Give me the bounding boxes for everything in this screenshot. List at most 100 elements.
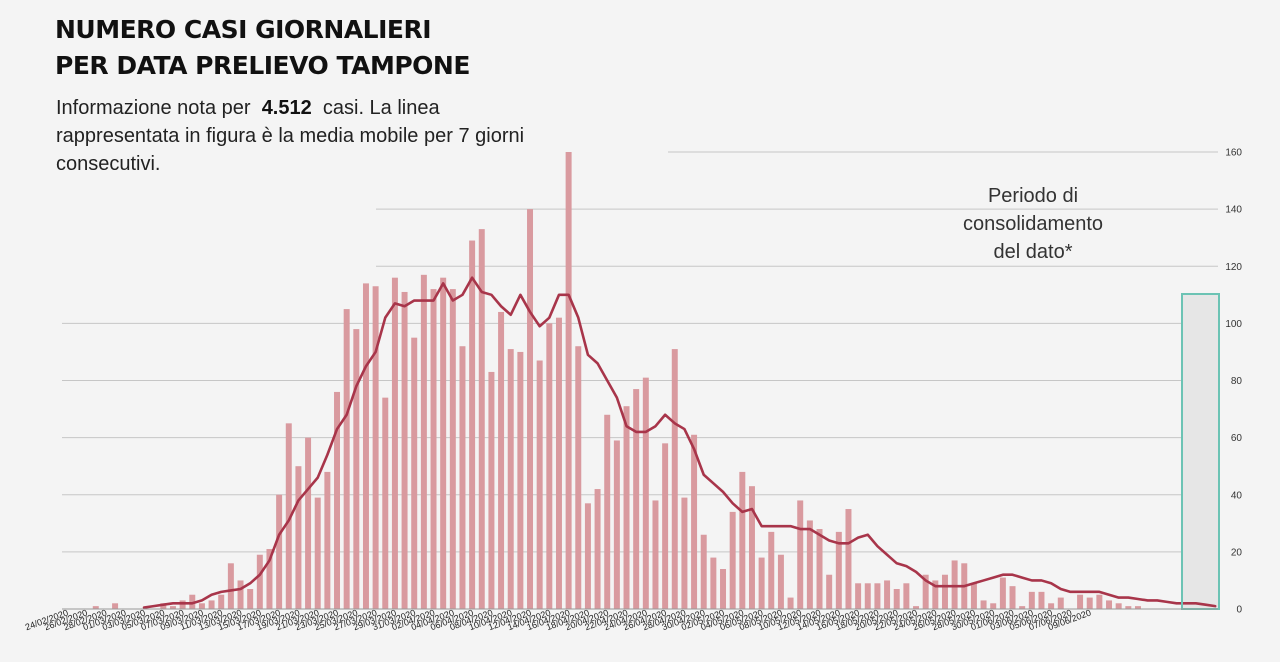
bar	[256, 554, 263, 609]
subtitle-before: Informazione nota per	[56, 97, 251, 119]
subtitle-case-count: 4.512	[261, 97, 312, 119]
bar	[729, 511, 736, 609]
bar	[922, 574, 929, 609]
consolidation-line-2: consolidamento	[962, 213, 1104, 235]
bar	[295, 466, 302, 609]
bar	[662, 443, 669, 609]
x-tick-labels: 24/02/202026/02/202028/02/202001/03/2020…	[24, 607, 1093, 632]
y-tick-label: 60	[1231, 433, 1243, 444]
y-tick-label: 80	[1231, 376, 1243, 387]
bar	[671, 349, 678, 609]
bar	[160, 603, 167, 609]
bar	[893, 589, 900, 609]
y-tick-label: 120	[1225, 262, 1242, 273]
bar	[951, 560, 958, 609]
bar	[285, 423, 292, 609]
bar	[546, 323, 553, 610]
bar	[459, 346, 466, 609]
bar	[382, 397, 389, 609]
bar	[1028, 591, 1035, 609]
subtitle-after: casi. La linea rappresentata in figura è…	[56, 97, 525, 175]
bar	[208, 600, 215, 609]
consolidation-annotation: Periodo di consolidamento del dato*	[948, 182, 1118, 266]
bar	[401, 291, 408, 609]
bar	[990, 603, 997, 609]
consolidation-line-1: Periodo di	[987, 185, 1079, 207]
bar	[324, 471, 331, 609]
bar	[623, 406, 630, 609]
bar	[112, 603, 119, 609]
bar	[314, 497, 321, 609]
bar	[469, 240, 476, 610]
bar	[691, 434, 698, 609]
bar	[334, 391, 341, 609]
y-tick-label: 0	[1236, 605, 1242, 616]
bar	[1019, 606, 1026, 609]
bar	[266, 549, 273, 609]
consolidation-line-3: del dato*	[993, 241, 1073, 263]
bar	[1125, 606, 1132, 609]
bar	[758, 557, 765, 609]
chart-subtitle: Informazione nota per 4.512 casi. La lin…	[56, 94, 526, 178]
bar	[739, 471, 746, 609]
bar	[1134, 606, 1141, 609]
bar	[1009, 586, 1016, 609]
bar	[720, 569, 727, 609]
bar	[613, 440, 620, 609]
bar	[797, 500, 804, 609]
bar	[604, 414, 611, 609]
bar	[362, 283, 369, 609]
bar	[816, 529, 823, 609]
bar	[980, 600, 987, 609]
bar	[449, 289, 456, 609]
bar	[237, 580, 244, 609]
bar	[642, 377, 649, 609]
bar	[536, 360, 543, 609]
bar	[498, 311, 505, 609]
bar	[941, 574, 948, 609]
bar	[1106, 600, 1113, 609]
bar	[353, 329, 360, 609]
bar	[343, 309, 350, 609]
bar	[488, 371, 495, 609]
bar	[507, 349, 514, 609]
bar	[420, 274, 427, 609]
bar	[555, 317, 562, 609]
bar	[594, 489, 601, 609]
bar	[305, 437, 312, 610]
bar	[169, 606, 176, 609]
bar	[1115, 603, 1122, 609]
bar	[806, 520, 813, 609]
bar	[227, 563, 234, 609]
bar	[777, 554, 784, 609]
bar	[1038, 591, 1045, 609]
bar	[565, 152, 572, 609]
bar	[179, 600, 186, 609]
y-tick-label: 140	[1225, 205, 1242, 216]
y-tick-label: 40	[1231, 490, 1243, 501]
bar	[874, 583, 881, 609]
moving-average-line	[142, 276, 1217, 609]
bar	[247, 589, 254, 609]
bar	[864, 583, 871, 609]
consolidation-box-fill	[1182, 294, 1219, 609]
y-tick-label: 20	[1231, 547, 1243, 558]
bar	[826, 574, 833, 609]
bar	[1096, 594, 1103, 609]
bar	[748, 486, 755, 609]
bar	[903, 583, 910, 609]
bar	[970, 583, 977, 609]
bar	[218, 594, 225, 609]
chart-title-line-2: PER DATA PRELIEVO TAMPONE	[55, 51, 470, 80]
bar	[1086, 597, 1093, 610]
bar	[710, 557, 717, 609]
y-tick-label: 100	[1225, 319, 1242, 330]
bar	[855, 583, 862, 609]
bar	[835, 531, 842, 609]
bar	[884, 580, 891, 609]
chart-title-line-1: NUMERO CASI GIORNALIERI	[55, 15, 432, 44]
bar	[1057, 597, 1064, 610]
bar	[999, 577, 1006, 609]
bar	[652, 500, 659, 609]
